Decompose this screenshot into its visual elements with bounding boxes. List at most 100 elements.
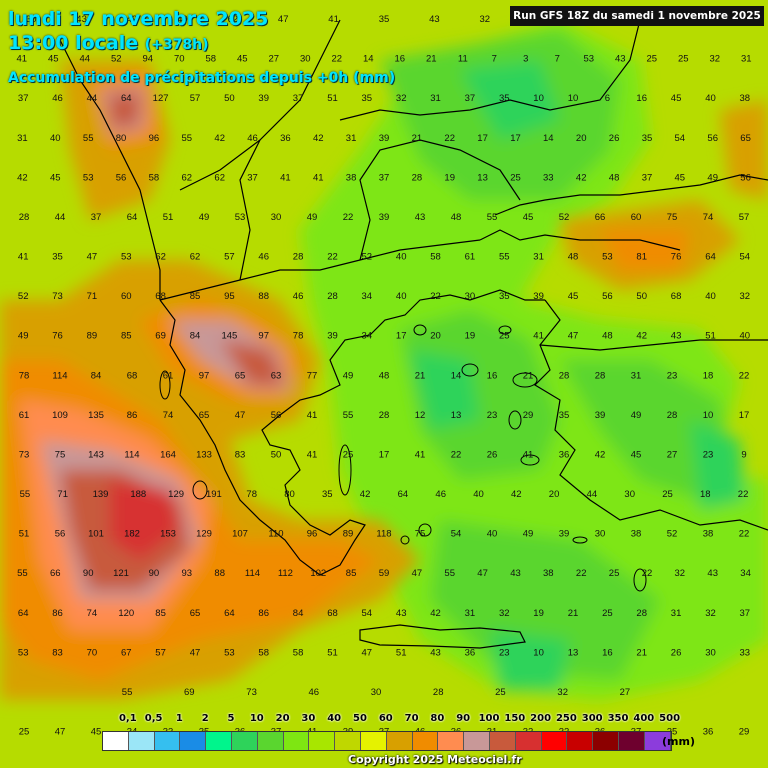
grid-value: 22 [332,54,343,65]
grid-value: 28 [379,410,390,421]
grid-value: 43 [671,331,682,342]
grid-value: 47 [278,14,289,25]
grid-value: 51 [705,331,716,342]
border-turkey-east [539,339,768,351]
grid-value: 38 [631,529,642,540]
grid-value: 47 [190,647,201,658]
grid-value: 16 [636,93,647,104]
grid-value: 30 [465,291,476,302]
grid-value: 41 [280,172,291,183]
run-info: Run GFS 18Z du samedi 1 novembre 2025 [510,6,764,26]
grid-value: 52 [18,291,29,302]
legend-swatch [180,732,207,750]
grid-value: 84 [293,608,304,619]
grid-value: 35 [642,133,653,144]
grid-value: 68 [671,291,682,302]
island-samos [520,454,540,466]
grid-value: 65 [199,410,210,421]
grid-value: 21 [415,370,426,381]
grid-value: 10 [703,410,714,421]
grid-value: 47 [362,647,373,658]
grid-value: 35 [379,14,390,25]
legend-threshold-label: 80 [430,713,445,724]
grid-value: 56 [707,133,718,144]
legend-threshold-label: 400 [633,713,655,724]
grid-value: 45 [50,172,61,183]
grid-value: 32 [740,291,751,302]
grid-value: 101 [88,529,104,540]
grid-value: 7 [555,54,560,65]
zone-green-aegean [400,310,560,480]
grid-value: 77 [307,370,318,381]
grid-value: 25 [647,54,658,65]
zone-brown-greece [220,340,285,385]
grid-value: 13 [451,410,462,421]
grid-value: 23 [667,370,678,381]
low-precip-zones [300,20,768,700]
legend-threshold-label: 0,1 [118,713,137,724]
grid-value: 191 [206,489,222,500]
grid-value: 45 [523,212,534,223]
grid-value: 30 [705,647,716,658]
grid-value: 23 [499,647,510,658]
grid-value: 16 [395,54,406,65]
grid-value: 43 [430,647,441,658]
grid-value: 22 [430,291,441,302]
grid-value: 30 [371,687,382,698]
grid-value: 22 [576,568,587,579]
grid-value: 3 [523,54,528,65]
grid-value: 31 [465,608,476,619]
legend-swatch [515,732,542,750]
grid-value: 33 [740,647,751,658]
grid-value: 59 [379,568,390,579]
grid-value: 88 [258,291,269,302]
grid-value: 20 [430,331,441,342]
grid-value: 44 [587,489,598,500]
grid-value: 14 [451,370,462,381]
grid-value: 40 [473,489,484,500]
grid-value: 63 [271,370,282,381]
coast-greece-west [159,289,545,576]
grid-value: 129 [196,529,212,540]
grid-value: 30 [624,489,635,500]
grid-value: 19 [465,331,476,342]
grid-value: 49 [707,172,718,183]
grid-value: 54 [740,252,751,263]
grid-value: 41 [523,450,534,461]
grid-value: 55 [499,252,510,263]
grid-value: 42 [360,489,371,500]
grid-value: 47 [568,331,579,342]
legend-threshold-label: 70 [404,713,419,724]
grid-value: 25 [343,450,354,461]
grid-value: 26 [609,133,620,144]
grid-value: 17 [739,410,750,421]
grid-value: 39 [327,331,338,342]
grid-value: 11 [458,54,468,65]
grid-value: 46 [52,93,63,104]
grid-value: 94 [143,54,154,65]
island-rhodes [633,568,647,592]
grid-value: 58 [206,54,217,65]
legend-threshold-label: 350 [607,713,629,724]
island-euboea [338,444,352,496]
grid-value: 34 [740,568,751,579]
island-kefalonia [192,480,208,500]
grid-value: 85 [190,291,201,302]
grid-value: 71 [87,291,98,302]
grid-value: 81 [636,252,647,263]
grid-value: 49 [343,370,354,381]
grid-value: 40 [396,291,407,302]
grid-value: 56 [116,172,127,183]
copyright: Copyright 2025 Meteociel.fr [348,753,522,766]
grid-value: 35 [559,410,570,421]
grid-value: 39 [379,133,390,144]
grid-value: 12 [415,410,426,421]
zone-dark-green-4 [490,630,570,690]
island-lesbos [512,372,538,388]
grid-value: 13 [568,647,579,658]
legend-threshold-label: 250 [555,713,577,724]
grid-value: 48 [568,252,579,263]
grid-value: 34 [362,331,373,342]
grid-value: 110 [268,529,283,540]
